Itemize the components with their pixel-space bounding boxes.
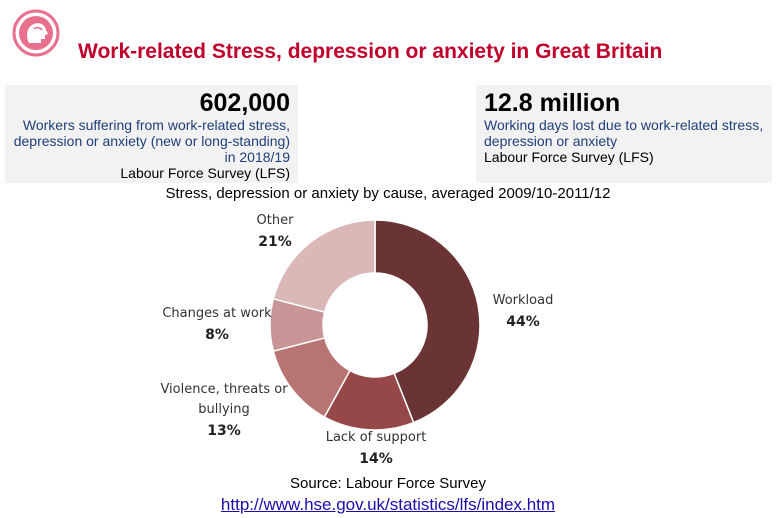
- stat-value: 602,000: [199, 89, 290, 117]
- slice-percent-label: 44%: [506, 314, 540, 330]
- slice-percent-label: 21%: [258, 234, 292, 250]
- stat-source: Labour Force Survey (LFS): [120, 165, 290, 181]
- stat-source: Labour Force Survey (LFS): [484, 149, 654, 165]
- slice-workload: [374, 219, 481, 424]
- stat-value: 12.8 million: [484, 89, 621, 117]
- stat-card-days-lost: 12.8 million Working days lost due to wo…: [476, 85, 772, 183]
- slice-label: Other: [257, 213, 295, 228]
- slice-label: Changes at work: [162, 306, 272, 321]
- slice-label: Workload: [493, 293, 554, 308]
- slice-label: Violence, threats or: [160, 382, 288, 397]
- slice-label: bullying: [198, 402, 250, 417]
- slice-percent-label: 14%: [359, 451, 393, 467]
- slice-label: Lack of support: [326, 430, 427, 445]
- slice-percent-label: 8%: [205, 327, 229, 343]
- source-link[interactable]: http://www.hse.gov.uk/statistics/lfs/ind…: [220, 495, 556, 514]
- stat-description: Workers suffering from work-related stre…: [13, 117, 290, 165]
- head-profile-icon: [12, 9, 60, 57]
- stat-description: Working days lost due to work-related st…: [484, 117, 764, 149]
- chart-title: Stress, depression or anxiety by cause, …: [165, 185, 611, 202]
- slice-percent-label: 13%: [207, 423, 241, 439]
- page-title: Work-related Stress, depression or anxie…: [78, 40, 663, 63]
- stat-card-workers: 602,000 Workers suffering from work-rela…: [5, 85, 298, 183]
- source-text: Source: Labour Force Survey: [290, 475, 486, 492]
- slice-other: [272, 219, 376, 313]
